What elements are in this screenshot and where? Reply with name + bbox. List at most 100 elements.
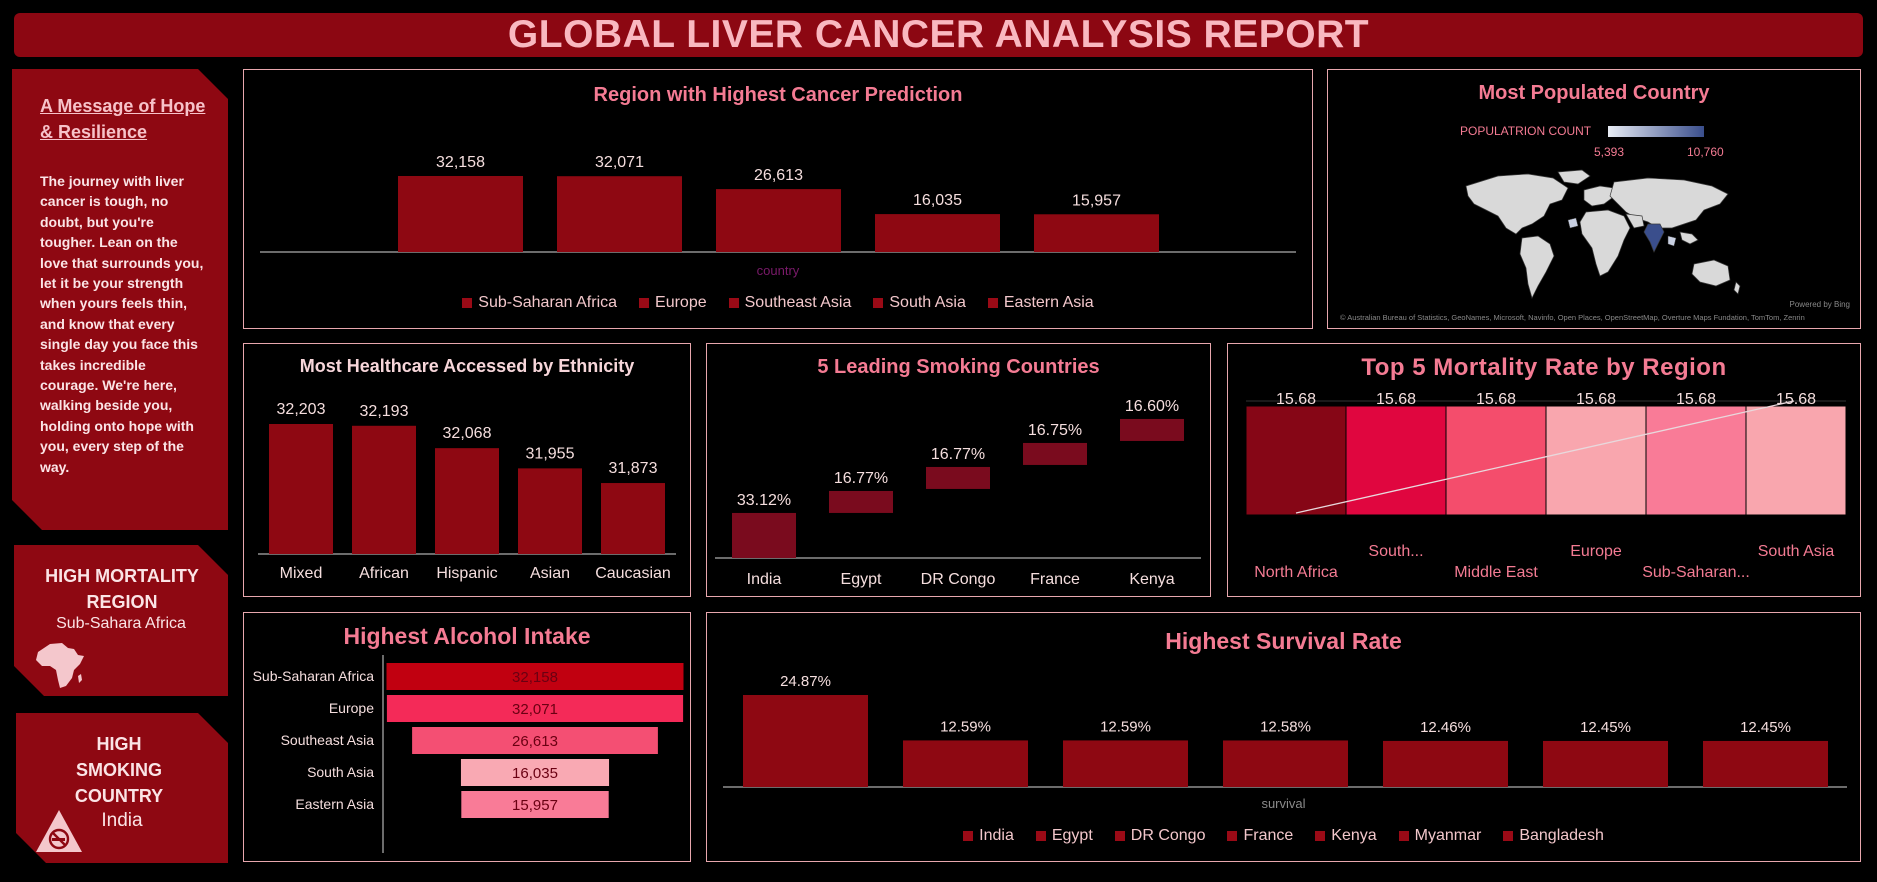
survival-bar-label: 12.45% <box>1740 719 1791 736</box>
survival-bar <box>1383 740 1508 787</box>
legend-swatch <box>639 298 650 308</box>
mortality-category-label: Sub-Saharan... <box>1642 564 1750 581</box>
survival-legend: India Egypt DR Congo France Kenya Myanmar Bang… <box>707 827 1860 845</box>
smoking-category-label: France <box>1030 571 1080 588</box>
region-bar-label: 32,158 <box>436 154 485 171</box>
region-legend-item[interactable]: South Asia <box>873 294 966 312</box>
india-highlight <box>1643 223 1665 253</box>
survival-legend-item[interactable]: Egypt <box>1035 827 1093 845</box>
healthcare-bar-label: 32,193 <box>360 403 409 420</box>
map-attribution: © Australian Bureau of Statistics, GeoNa… <box>1340 313 1805 322</box>
region-legend-item[interactable]: Eastern Asia <box>987 294 1094 312</box>
legend-swatch <box>1114 831 1125 841</box>
legend-label: DR Congo <box>1130 827 1206 844</box>
survival-legend-item[interactable]: India <box>963 827 1014 845</box>
map-legend-gradient <box>1608 126 1704 137</box>
world-map[interactable] <box>1458 168 1748 308</box>
survival-panel: Highest Survival Rate 24.87% 12.59% 12.59%… <box>706 612 1861 862</box>
africa-icon <box>28 640 88 692</box>
smoking-bar <box>1120 418 1184 441</box>
survival-legend-item[interactable]: Myanmar <box>1398 827 1482 845</box>
survival-bar-label: 12.59% <box>1100 718 1151 735</box>
mortality-category-label: South... <box>1368 543 1423 560</box>
survival-legend-item[interactable]: France <box>1227 827 1293 845</box>
legend-label: Myanmar <box>1414 827 1482 844</box>
smoking-title: 5 Leading Smoking Countries <box>817 356 1100 378</box>
region-prediction-xlabel: country <box>756 263 800 278</box>
smoking-bar-label: 16.75% <box>1028 422 1082 439</box>
mortality-title: Top 5 Mortality Rate by Region <box>1361 354 1727 381</box>
survival-legend-item[interactable]: DR Congo <box>1114 827 1206 845</box>
smoking-bar-label: 16.77% <box>834 470 888 487</box>
alcohol-title: Highest Alcohol Intake <box>343 623 591 649</box>
survival-bar-label: 24.87% <box>780 673 831 690</box>
mortality-value-label: 15.68 <box>1676 391 1716 408</box>
legend-label: Southeast Asia <box>744 294 852 311</box>
alcohol-category-label: Southeast Asia <box>281 732 375 748</box>
mortality-category-label: North Africa <box>1254 564 1338 581</box>
smoking-category-label: DR Congo <box>921 571 996 588</box>
survival-bar <box>903 740 1028 787</box>
healthcare-title: Most Healthcare Accessed by Ethnicity <box>299 356 635 376</box>
legend-label: Europe <box>655 294 707 311</box>
region-legend-item[interactable]: Southeast Asia <box>728 294 852 312</box>
survival-bar <box>1063 740 1188 787</box>
survival-bar-label: 12.59% <box>940 718 991 735</box>
message-body: The journey with liver cancer is tough, … <box>40 173 204 475</box>
survival-title: Highest Survival Rate <box>1165 628 1402 654</box>
healthcare-category-label: Asian <box>530 565 570 582</box>
survival-legend-item[interactable]: Kenya <box>1315 827 1377 845</box>
report-title-bar: GLOBAL LIVER CANCER ANALYSIS REPORT <box>14 13 1863 57</box>
alcohol-category-label: Sub-Saharan Africa <box>253 668 375 684</box>
kpi-mortality-label: HIGH MORTALITY REGION <box>45 566 199 612</box>
kpi-smoking-label: HIGH SMOKING COUNTRY <box>74 734 164 806</box>
smoking-bar <box>926 466 990 489</box>
alcohol-bar-label: 26,613 <box>512 733 558 750</box>
alcohol-bar <box>386 695 684 722</box>
survival-bar-label: 12.46% <box>1420 719 1471 736</box>
survival-bar <box>1543 740 1668 787</box>
survival-xlabel: survival <box>1261 796 1306 811</box>
mortality-value-label: 15.68 <box>1576 391 1616 408</box>
survival-bar <box>743 695 868 787</box>
smoking-category-label: India <box>747 571 782 588</box>
region-legend-item[interactable]: Sub-Saharan Africa <box>462 294 617 312</box>
survival-legend-item[interactable]: Bangladesh <box>1503 827 1604 845</box>
region-legend-item[interactable]: Europe <box>639 294 707 312</box>
legend-label: South Asia <box>889 294 966 311</box>
map-legend-max: 10,760 <box>1687 145 1724 159</box>
map-powered-by: Powered by Bing <box>1789 300 1850 309</box>
smoking-panel: 5 Leading Smoking Countries 33.12% India 1… <box>706 343 1211 597</box>
legend-swatch <box>1398 831 1409 841</box>
alcohol-bar-label: 15,957 <box>512 797 558 814</box>
alcohol-bar-label: 16,035 <box>512 765 558 782</box>
legend-label: Eastern Asia <box>1003 294 1094 311</box>
no-smoking-icon <box>34 808 84 854</box>
kpi-smoking-card: HIGH SMOKING COUNTRY India <box>16 713 228 863</box>
map-panel: Most Populated Country POPULATRION COUNT… <box>1327 69 1861 329</box>
smoking-category-label: Kenya <box>1129 571 1174 588</box>
map-legend-label: POPULATRION COUNT <box>1460 124 1592 138</box>
legend-swatch <box>728 298 739 308</box>
healthcare-bar <box>601 483 665 554</box>
mortality-cell <box>1545 405 1647 516</box>
survival-chart: 24.87% 12.59% 12.59% 12.58% 12.46% 12.45% 12.4… <box>723 673 1847 788</box>
healthcare-panel: Most Healthcare Accessed by Ethnicity 32… <box>243 343 691 597</box>
mortality-value-label: 15.68 <box>1776 391 1816 408</box>
kpi-smoking-value: India <box>101 810 143 831</box>
smoking-bar-label: 33.12% <box>737 492 791 509</box>
legend-label: Kenya <box>1331 827 1377 844</box>
healthcare-category-label: Mixed <box>280 565 323 582</box>
region-prediction-title: Region with Highest Cancer Prediction <box>593 84 963 106</box>
alcohol-bar <box>412 727 658 754</box>
region-prediction-chart: 32,158 32,071 26,613 16,035 15,957 <box>260 154 1296 253</box>
mortality-category-label: South Asia <box>1758 543 1835 560</box>
region-bar-label: 15,957 <box>1072 192 1121 209</box>
mortality-category-label: Europe <box>1570 543 1622 560</box>
mortality-cell <box>1745 405 1847 516</box>
smoking-category-label: Egypt <box>841 571 882 588</box>
alcohol-bar <box>461 791 609 818</box>
region-bar <box>875 214 1000 252</box>
region-bar <box>716 189 841 252</box>
region-prediction-panel: Region with Highest Cancer Prediction 32… <box>243 69 1313 329</box>
